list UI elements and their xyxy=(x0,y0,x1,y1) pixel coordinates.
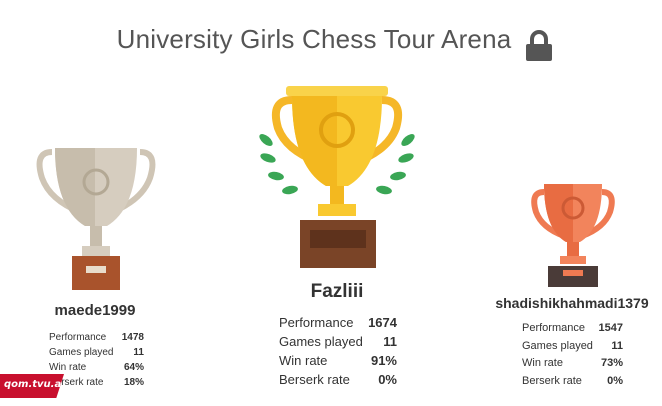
stat-label: Games played xyxy=(279,334,363,349)
stat-value: 1547 xyxy=(598,322,623,334)
stat-label: Games played xyxy=(522,339,593,352)
stat-label: Performance xyxy=(279,315,354,330)
stat-value: 0% xyxy=(607,374,623,387)
stat-label: Berserk rate xyxy=(49,377,104,388)
watermark-text: qom.tvu.ac.ir xyxy=(4,379,80,390)
player-name: shadishikhahmadi1379 xyxy=(495,295,649,311)
player-stats: Performance 1674 Games played 11 Win rate 9… xyxy=(279,313,397,389)
stat-label: Performance xyxy=(522,322,585,334)
stat-label: Games played xyxy=(49,347,114,358)
player-name: maede1999 xyxy=(54,302,136,319)
stat-value: 91% xyxy=(370,353,397,368)
stat-value: 11 xyxy=(611,339,623,352)
stat-value: 64% xyxy=(123,362,144,373)
stat-value: 0% xyxy=(378,372,397,387)
stat-value: 11 xyxy=(383,334,397,349)
stat-value: 73% xyxy=(600,357,623,369)
stat-label: Win rate xyxy=(279,353,328,368)
tournament-title: University Girls Chess Tour Arena xyxy=(0,24,662,55)
stat-value: 1478 xyxy=(121,332,144,343)
stat-value: 1674 xyxy=(368,315,397,330)
stat-label: Berserk rate xyxy=(279,372,350,387)
player-stats: Performance 1478 Games played 11 Win rate 6… xyxy=(49,330,144,390)
stat-value: 18% xyxy=(123,377,144,388)
player-stats: Performance 1547 Games played 11 Win rate 7… xyxy=(522,320,623,390)
stat-label: Win rate xyxy=(49,362,87,373)
stat-value: 11 xyxy=(133,347,144,358)
gold-trophy xyxy=(259,86,415,268)
title-text: University Girls Chess Tour Arena xyxy=(116,24,512,54)
bronze-trophy xyxy=(531,184,615,287)
silver-trophy xyxy=(36,148,156,290)
player-name: Fazliii xyxy=(310,281,364,302)
stat-label: Performance xyxy=(49,332,107,343)
stat-label: Berserk rate xyxy=(522,374,582,387)
watermark: qom.tvu.ac.ir xyxy=(0,374,64,398)
lock-icon xyxy=(526,30,552,61)
stat-label: Win rate xyxy=(522,357,563,369)
